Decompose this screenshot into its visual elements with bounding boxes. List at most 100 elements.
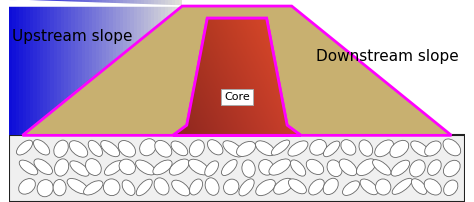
Ellipse shape	[154, 178, 169, 195]
Bar	[9, 135, 465, 202]
Ellipse shape	[411, 179, 427, 194]
Ellipse shape	[83, 181, 103, 195]
Ellipse shape	[327, 160, 342, 177]
Ellipse shape	[444, 180, 458, 196]
Ellipse shape	[411, 141, 429, 157]
Ellipse shape	[103, 179, 120, 196]
Bar	[99, 0, 102, 135]
Ellipse shape	[390, 140, 409, 157]
Bar	[161, 0, 165, 135]
Ellipse shape	[155, 140, 172, 157]
Ellipse shape	[410, 160, 425, 177]
Polygon shape	[22, 6, 451, 135]
Ellipse shape	[153, 160, 172, 175]
Ellipse shape	[428, 160, 441, 175]
Ellipse shape	[136, 179, 152, 196]
Ellipse shape	[288, 141, 308, 156]
Ellipse shape	[309, 179, 324, 195]
Bar	[19, 0, 23, 135]
Ellipse shape	[259, 160, 273, 175]
Ellipse shape	[291, 160, 306, 176]
Bar	[116, 0, 120, 135]
Ellipse shape	[224, 179, 239, 195]
Ellipse shape	[425, 141, 441, 156]
Ellipse shape	[359, 140, 373, 156]
Bar	[50, 0, 54, 135]
Ellipse shape	[104, 161, 123, 175]
Bar	[165, 0, 168, 135]
Bar	[26, 0, 30, 135]
Bar	[141, 0, 144, 135]
Ellipse shape	[343, 181, 359, 195]
Bar	[168, 0, 172, 135]
Text: Upstream slope: Upstream slope	[12, 29, 133, 44]
Ellipse shape	[391, 160, 410, 176]
Ellipse shape	[239, 179, 254, 196]
Ellipse shape	[373, 160, 391, 175]
Bar	[106, 0, 109, 135]
Bar	[61, 0, 64, 135]
Ellipse shape	[85, 159, 101, 176]
Bar	[127, 0, 130, 135]
Bar	[64, 0, 68, 135]
Bar	[54, 0, 57, 135]
Ellipse shape	[34, 140, 50, 155]
Ellipse shape	[118, 141, 136, 157]
Bar	[102, 0, 106, 135]
Bar	[89, 0, 92, 135]
Bar	[16, 0, 19, 135]
Bar	[172, 0, 175, 135]
Polygon shape	[173, 18, 301, 135]
Ellipse shape	[256, 180, 275, 196]
Ellipse shape	[375, 179, 391, 195]
Ellipse shape	[55, 159, 69, 176]
Ellipse shape	[69, 141, 88, 157]
Ellipse shape	[189, 159, 209, 175]
Bar	[92, 0, 95, 135]
Polygon shape	[9, 0, 182, 6]
Bar	[120, 0, 123, 135]
Ellipse shape	[273, 178, 293, 194]
Ellipse shape	[101, 141, 119, 157]
Ellipse shape	[70, 161, 89, 176]
Bar	[57, 0, 61, 135]
Ellipse shape	[339, 159, 357, 176]
Bar	[151, 0, 155, 135]
Bar	[85, 0, 89, 135]
Bar	[71, 0, 75, 135]
Bar	[44, 0, 47, 135]
Bar	[23, 0, 26, 135]
Ellipse shape	[136, 160, 155, 175]
Bar	[130, 0, 134, 135]
Bar	[78, 0, 82, 135]
Ellipse shape	[341, 140, 356, 155]
Ellipse shape	[171, 141, 188, 156]
Ellipse shape	[443, 139, 461, 156]
Bar	[155, 0, 158, 135]
Bar	[158, 0, 161, 135]
Ellipse shape	[17, 140, 33, 155]
Ellipse shape	[169, 159, 189, 175]
Ellipse shape	[221, 160, 237, 176]
Bar	[147, 0, 151, 135]
Ellipse shape	[189, 140, 204, 157]
Bar	[82, 0, 85, 135]
Ellipse shape	[140, 139, 156, 156]
Text: Core: Core	[224, 92, 250, 102]
Bar	[68, 0, 71, 135]
Ellipse shape	[122, 180, 135, 195]
Ellipse shape	[205, 178, 219, 195]
Bar	[137, 0, 141, 135]
Bar	[134, 0, 137, 135]
Bar	[9, 0, 12, 135]
Ellipse shape	[190, 179, 202, 195]
Bar	[75, 0, 78, 135]
Ellipse shape	[67, 178, 89, 194]
Bar	[95, 0, 99, 135]
Bar	[30, 0, 33, 135]
Ellipse shape	[424, 179, 441, 195]
Ellipse shape	[288, 179, 306, 194]
Ellipse shape	[19, 160, 38, 175]
Ellipse shape	[172, 180, 190, 196]
Bar	[33, 0, 36, 135]
